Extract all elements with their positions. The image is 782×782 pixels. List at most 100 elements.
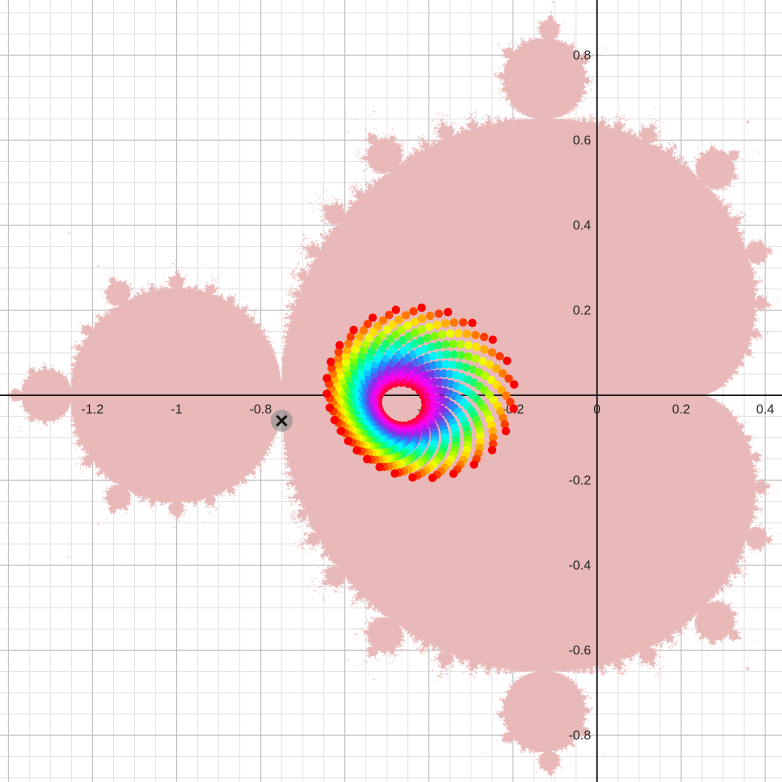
spiral-point <box>478 357 487 366</box>
x-tick-label: 0.2 <box>672 401 690 416</box>
spiral-point <box>496 407 505 416</box>
x-tick-label: -1 <box>171 401 183 416</box>
spiral-point <box>423 333 432 343</box>
spiral-point <box>509 380 519 389</box>
spiral-point <box>432 320 442 330</box>
spiral-point <box>441 360 451 369</box>
spiral-point <box>429 351 438 361</box>
spiral-point <box>341 352 351 361</box>
x-tick-label: -1.2 <box>81 401 103 416</box>
spiral-point <box>408 473 417 482</box>
spiral-point <box>438 330 447 339</box>
spiral-point <box>417 303 426 312</box>
spiral-point <box>349 325 358 335</box>
spiral-point <box>384 310 394 320</box>
spiral-point <box>359 326 368 335</box>
spiral-point <box>449 350 458 359</box>
spiral-point <box>492 380 501 389</box>
spiral-point <box>435 360 445 369</box>
x-tick-label: -0.8 <box>249 401 271 416</box>
spiral-point <box>448 339 458 349</box>
spiral-point <box>479 332 489 342</box>
spiral-point <box>443 307 453 317</box>
spiral-point <box>420 344 429 354</box>
spiral-point <box>397 325 406 335</box>
spiral-point <box>353 338 362 348</box>
spiral-point <box>492 364 501 373</box>
spiral-point <box>435 350 445 360</box>
spiral-point <box>378 316 388 325</box>
spiral-point <box>373 321 382 331</box>
spiral-point <box>481 371 490 381</box>
spiral-point <box>375 462 384 472</box>
spiral-point <box>497 385 506 395</box>
spiral-point <box>462 329 472 339</box>
spiral-point <box>433 369 443 378</box>
spiral-point <box>362 454 372 464</box>
spiral-point <box>472 342 481 352</box>
spiral-point <box>487 348 497 357</box>
spiral-point <box>409 307 418 316</box>
y-tick-label: 0.2 <box>573 302 591 317</box>
spiral-point <box>326 357 336 366</box>
spiral-point <box>456 340 465 349</box>
spiral-point <box>455 361 464 370</box>
spiral-point <box>341 358 351 367</box>
spiral-point <box>322 374 332 383</box>
spiral-point <box>416 336 425 345</box>
spiral-point <box>506 397 515 407</box>
spiral-point <box>404 332 413 341</box>
y-tick-label: 0.6 <box>573 132 591 147</box>
marker[interactable] <box>270 409 293 432</box>
spiral-point <box>439 369 449 378</box>
y-tick-label: -0.8 <box>569 727 591 742</box>
spiral-point <box>471 354 480 363</box>
spiral-point <box>441 319 450 328</box>
spiral-point <box>468 318 477 328</box>
spiral-point <box>458 318 468 327</box>
spiral-point <box>426 311 435 321</box>
spiral-point <box>368 313 377 322</box>
spiral-point <box>352 446 361 455</box>
spiral-point <box>486 375 496 385</box>
spiral-point <box>336 426 346 436</box>
spiral-point <box>346 332 355 341</box>
spiral-point <box>448 360 457 369</box>
spiral-point <box>501 426 511 436</box>
spiral-point <box>343 436 353 446</box>
spiral-point <box>488 427 497 436</box>
spiral-point <box>495 352 504 361</box>
cross-icon[interactable] <box>276 415 288 427</box>
spiral-point <box>456 351 466 360</box>
spiral-point <box>342 345 352 355</box>
spiral-point <box>334 354 343 363</box>
spiral-point <box>509 404 518 413</box>
spiral-point <box>334 360 343 369</box>
spiral-point <box>334 347 343 357</box>
spiral-point <box>417 314 427 323</box>
spiral-point <box>498 369 507 378</box>
spiral-point <box>487 445 497 455</box>
spiral-point <box>430 331 439 341</box>
spiral-point <box>410 328 420 337</box>
y-tick-label: 0.8 <box>573 47 591 62</box>
spiral-point <box>417 325 426 334</box>
spiral-point <box>410 317 419 327</box>
spiral-point <box>394 315 404 324</box>
y-tick-label: 0.4 <box>573 217 591 232</box>
y-tick-label: -0.2 <box>569 472 591 487</box>
spiral-point <box>498 413 508 422</box>
spiral-point <box>488 439 498 448</box>
spiral-point <box>502 356 512 366</box>
spiral-point <box>480 345 489 354</box>
spiral-point <box>449 318 459 327</box>
spiral-point <box>403 321 412 330</box>
spiral-point <box>322 389 331 398</box>
spiral-point <box>363 319 372 329</box>
spiral-point <box>427 342 436 352</box>
spiral-point <box>500 420 509 429</box>
spiral-point <box>382 325 392 334</box>
